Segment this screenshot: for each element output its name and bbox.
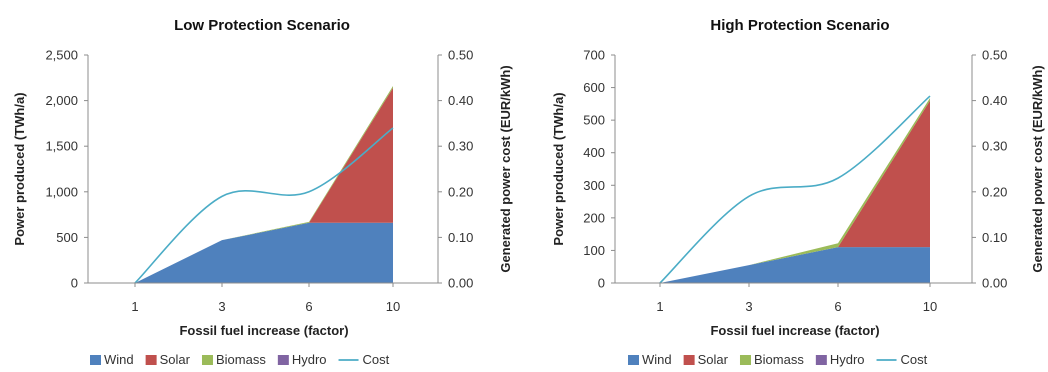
y2-tick-label: 0.40 bbox=[982, 93, 1007, 108]
x-tick-label: 1 bbox=[656, 299, 663, 314]
legend-label-biomass: Biomass bbox=[216, 352, 266, 367]
y-tick-label: 100 bbox=[583, 243, 605, 258]
area-wind bbox=[660, 247, 930, 283]
legend-swatch-biomass bbox=[739, 355, 751, 365]
legend-swatch-solar bbox=[683, 355, 695, 365]
y-axis-label: Power produced (TWh/a) bbox=[12, 92, 27, 245]
legend-label-hydro: Hydro bbox=[292, 352, 327, 367]
legend-swatch-solar bbox=[145, 355, 157, 365]
legend: Wind Solar Biomass Hydro Cost bbox=[90, 352, 390, 367]
y-tick-label: 0 bbox=[598, 276, 605, 291]
y2-axis-label: Generated power cost (EUR/kWh) bbox=[1030, 65, 1045, 272]
legend-label-solar: Solar bbox=[698, 352, 729, 367]
x-tick-label: 6 bbox=[834, 299, 841, 314]
y-tick-label: 200 bbox=[583, 210, 605, 225]
y2-tick-label: 0.20 bbox=[448, 184, 473, 199]
y-tick-label: 600 bbox=[583, 80, 605, 95]
area-solar bbox=[135, 87, 393, 283]
y-tick-label: 2,500 bbox=[45, 48, 78, 63]
area-wind bbox=[135, 222, 393, 283]
chart-title: High Protection Scenario bbox=[710, 17, 889, 34]
x-tick-label: 10 bbox=[386, 299, 400, 314]
x-axis-label: Fossil fuel increase (factor) bbox=[710, 323, 879, 338]
y-tick-label: 700 bbox=[583, 48, 605, 63]
x-tick-label: 1 bbox=[131, 299, 138, 314]
y2-tick-label: 0.30 bbox=[982, 139, 1007, 154]
legend: Wind Solar Biomass Hydro Cost bbox=[628, 352, 928, 367]
legend-swatch-hydro bbox=[277, 355, 289, 365]
y-tick-label: 1,500 bbox=[45, 139, 78, 154]
cost-line bbox=[659, 95, 931, 284]
area-solar bbox=[660, 100, 930, 283]
legend-label-biomass: Biomass bbox=[754, 352, 804, 367]
x-tick-label: 3 bbox=[745, 299, 752, 314]
y-tick-label: 0 bbox=[71, 276, 78, 291]
legend-swatch-biomass bbox=[201, 355, 213, 365]
y2-tick-label: 0.10 bbox=[448, 230, 473, 245]
y2-tick-label: 0.30 bbox=[448, 139, 473, 154]
y2-tick-label: 0.00 bbox=[448, 276, 473, 291]
x-tick-label: 3 bbox=[218, 299, 225, 314]
legend-label-solar: Solar bbox=[160, 352, 191, 367]
cost-line bbox=[134, 127, 394, 284]
y-tick-label: 400 bbox=[583, 145, 605, 160]
y-tick-label: 500 bbox=[56, 230, 78, 245]
chart-title: Low Protection Scenario bbox=[174, 17, 350, 34]
x-tick-label: 10 bbox=[923, 299, 937, 314]
x-tick-label: 6 bbox=[305, 299, 312, 314]
y2-tick-label: 0.20 bbox=[982, 184, 1007, 199]
x-axis-label: Fossil fuel increase (factor) bbox=[179, 323, 348, 338]
chart-panel-2: 0 100 200 300 400 500 600 700 0.00 0.10 0.20 0.30 0.… bbox=[551, 17, 1045, 367]
y-tick-label: 500 bbox=[583, 113, 605, 128]
legend-swatch-hydro bbox=[815, 355, 827, 365]
legend-label-hydro: Hydro bbox=[830, 352, 865, 367]
legend-label-wind: Wind bbox=[104, 352, 134, 367]
y2-tick-label: 0.00 bbox=[982, 276, 1007, 291]
y2-tick-label: 0.10 bbox=[982, 230, 1007, 245]
y2-tick-label: 0.50 bbox=[448, 48, 473, 63]
legend-label-wind: Wind bbox=[642, 352, 672, 367]
legend-swatch-wind bbox=[628, 355, 639, 365]
legend-label-cost: Cost bbox=[363, 352, 390, 367]
y2-tick-label: 0.50 bbox=[982, 48, 1007, 63]
chart-panel-1: 0 500 1,000 1,500 2,000 2,500 0.00 0.10 0.20 0.30… bbox=[12, 17, 513, 367]
y2-tick-label: 0.40 bbox=[448, 93, 473, 108]
y-axis-label: Power produced (TWh/a) bbox=[551, 92, 566, 245]
y-tick-label: 2,000 bbox=[45, 93, 78, 108]
y-tick-label: 300 bbox=[583, 178, 605, 193]
legend-swatch-wind bbox=[90, 355, 101, 365]
y-tick-label: 1,000 bbox=[45, 184, 78, 199]
legend-label-cost: Cost bbox=[901, 352, 928, 367]
y2-axis-label: Generated power cost (EUR/kWh) bbox=[498, 65, 513, 272]
